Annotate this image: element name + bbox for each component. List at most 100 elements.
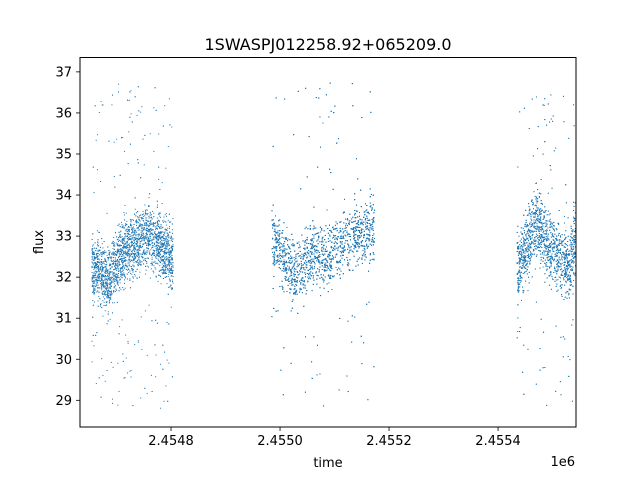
data-point xyxy=(143,220,145,222)
data-point xyxy=(94,273,96,275)
data-point xyxy=(115,278,117,280)
data-point xyxy=(159,256,161,258)
data-point xyxy=(128,245,130,247)
data-point xyxy=(108,287,110,289)
data-point xyxy=(139,271,141,273)
data-point xyxy=(144,242,146,244)
data-point xyxy=(106,291,108,293)
data-point xyxy=(161,203,163,205)
data-point xyxy=(166,241,168,243)
data-point xyxy=(129,254,131,256)
data-point xyxy=(140,253,142,255)
data-point xyxy=(119,279,121,281)
data-point xyxy=(164,351,166,353)
data-point xyxy=(115,288,117,290)
data-point xyxy=(120,254,122,256)
data-point xyxy=(95,278,97,280)
data-point xyxy=(109,286,111,288)
data-point xyxy=(165,385,167,387)
data-point xyxy=(105,304,107,306)
data-point xyxy=(172,282,174,284)
data-point xyxy=(93,289,95,291)
data-point xyxy=(125,277,127,279)
data-point xyxy=(168,286,170,288)
data-point xyxy=(171,249,173,251)
data-point xyxy=(171,248,173,250)
data-point xyxy=(150,229,152,231)
data-point xyxy=(167,234,169,236)
data-point xyxy=(114,250,116,252)
data-point xyxy=(101,278,103,280)
data-point xyxy=(129,245,131,247)
data-point xyxy=(125,247,127,249)
data-point xyxy=(124,259,126,261)
data-point xyxy=(141,224,143,226)
data-point xyxy=(150,233,152,235)
data-point xyxy=(144,224,146,226)
data-point xyxy=(132,238,134,240)
data-point xyxy=(121,239,123,241)
data-point xyxy=(153,261,155,263)
data-point xyxy=(167,249,169,251)
data-point xyxy=(92,257,94,259)
data-point xyxy=(164,268,166,270)
data-point xyxy=(140,226,142,228)
data-point xyxy=(97,134,99,136)
data-point xyxy=(160,269,162,271)
data-point xyxy=(163,252,165,254)
data-point xyxy=(166,321,168,323)
data-point xyxy=(171,273,173,275)
data-point xyxy=(157,255,159,257)
data-point xyxy=(143,233,145,235)
data-point xyxy=(168,221,170,223)
data-point xyxy=(111,276,113,278)
data-point xyxy=(157,258,159,260)
data-point xyxy=(146,354,148,356)
data-point xyxy=(94,262,96,264)
data-point xyxy=(172,275,174,277)
data-point xyxy=(153,212,155,214)
data-point xyxy=(143,259,145,261)
data-point xyxy=(138,252,140,254)
data-point xyxy=(107,257,109,259)
data-point xyxy=(112,273,114,275)
data-point xyxy=(110,282,112,284)
data-point xyxy=(128,237,130,239)
data-point xyxy=(125,247,127,249)
data-point xyxy=(130,221,132,223)
data-point xyxy=(165,256,167,258)
data-point xyxy=(120,252,122,254)
data-point xyxy=(131,232,133,234)
data-point xyxy=(145,265,146,267)
data-point xyxy=(158,236,160,238)
data-point xyxy=(159,275,161,277)
data-point xyxy=(94,266,96,268)
data-point xyxy=(153,107,155,109)
data-point xyxy=(96,230,98,232)
data-point xyxy=(165,252,167,254)
data-point xyxy=(107,287,109,289)
data-point xyxy=(104,279,106,281)
data-point xyxy=(136,221,138,223)
data-point xyxy=(140,264,142,266)
data-point xyxy=(162,244,164,246)
data-points xyxy=(91,82,577,409)
data-point xyxy=(133,239,135,241)
data-point xyxy=(161,235,163,237)
data-point xyxy=(128,248,130,250)
data-point xyxy=(134,232,136,234)
data-point xyxy=(131,227,133,229)
data-point xyxy=(93,268,95,270)
data-point xyxy=(93,259,95,261)
data-point xyxy=(155,268,157,270)
data-point xyxy=(108,265,110,267)
data-point xyxy=(102,296,104,298)
data-point xyxy=(103,290,105,292)
data-point xyxy=(135,249,137,251)
data-point xyxy=(137,234,139,236)
data-point xyxy=(157,263,159,265)
data-point xyxy=(127,247,129,249)
data-point xyxy=(164,240,166,242)
data-point xyxy=(172,270,174,272)
